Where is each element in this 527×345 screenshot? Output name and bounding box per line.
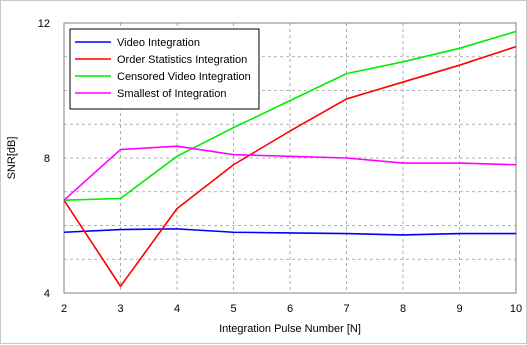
x-tick-label: 2 — [61, 303, 67, 315]
x-tick-label: 5 — [230, 303, 236, 315]
x-tick-label: 9 — [456, 303, 462, 315]
x-tick-label: 4 — [174, 303, 180, 315]
x-axis-tick-labels: 2 3 4 5 6 7 8 9 10 — [61, 303, 522, 315]
y-tick-label: 12 — [38, 18, 50, 30]
y-tick-label: 8 — [44, 153, 50, 165]
series-line-order-statistics-integration — [63, 45, 517, 288]
y-tick-label: 4 — [44, 288, 50, 300]
series-line-smallest-of-integration — [63, 145, 517, 201]
y-axis-tick-labels: 4 8 12 — [38, 18, 50, 300]
x-tick-label: 7 — [343, 303, 349, 315]
x-tick-label: 8 — [400, 303, 406, 315]
x-tick-label: 3 — [117, 303, 123, 315]
series-lines — [63, 30, 517, 288]
legend-label: Order Statistics Integration — [117, 54, 247, 66]
x-axis-title: Integration Pulse Number [N] — [219, 323, 361, 335]
legend-label: Censored Video Integration — [117, 71, 251, 83]
series-line-video-integration — [63, 228, 516, 236]
legend-label: Video Integration — [117, 37, 200, 49]
plot-area-border — [63, 22, 517, 294]
legend: Video Integration Order Statistics Integr… — [69, 28, 260, 110]
y-axis-title: SNR[dB] — [6, 137, 18, 180]
x-tick-label: 10 — [510, 303, 522, 315]
series-line-censored-video-integration — [63, 30, 517, 201]
x-tick-label: 6 — [287, 303, 293, 315]
legend-label: Smallest of Integration — [117, 88, 226, 100]
